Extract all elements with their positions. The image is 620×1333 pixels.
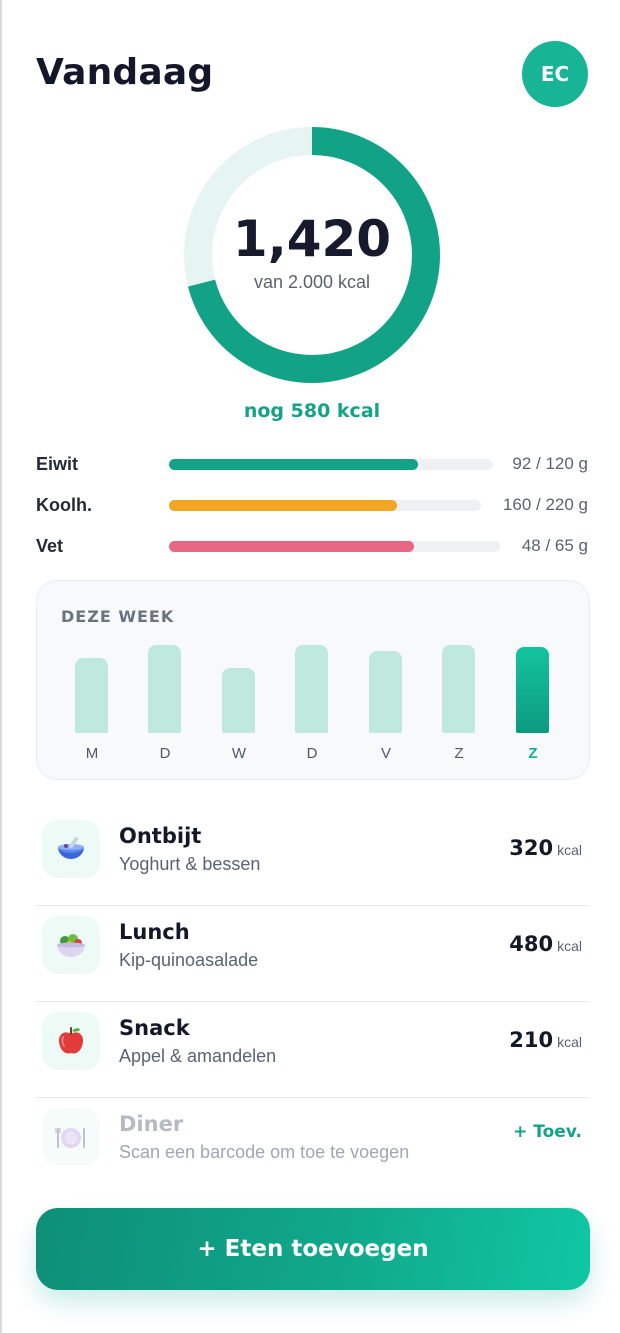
calories-goal: van 2.000 kcal [253,271,371,292]
week-bar-sun[interactable] [516,647,549,733]
meal-row-lunch[interactable]: Lunch Kip-quinoasalade 480 kcal [36,906,590,1002]
macro-row-fat: Vet 48 / 65 g [36,536,588,560]
avatar[interactable]: EC [522,41,588,107]
add-food-button[interactable]: + Eten toevoegen [36,1208,590,1290]
meal-kcal-unit: kcal [557,938,582,954]
week-day-label: D [159,745,171,762]
meal-kcal: 210 kcal [509,1028,582,1052]
macro-row-carbs: Koolh. 160 / 220 g [36,495,588,519]
macro-value: 160 / 220 g [502,495,588,514]
calorie-summary: 1,420 van 2.000 kcal [183,126,441,384]
plate-cutlery-icon [42,1108,100,1166]
meal-kcal: 480 kcal [509,932,582,956]
macro-fill [169,541,414,552]
macro-value: 48 / 65 g [521,536,588,555]
apple-icon [42,1012,100,1070]
add-dinner-button[interactable]: + Toev. [513,1122,582,1142]
meal-name: Snack [119,1016,190,1040]
macro-track [169,500,481,511]
meal-kcal-value: 210 [509,1028,554,1052]
week-day-label: Z [528,745,538,762]
week-bar-mon[interactable] [75,658,108,733]
week-title: DEZE WEEK [61,607,175,626]
header: Vandaag EC [36,41,588,114]
salad-bowl-icon [42,916,100,974]
yoghurt-bowl-icon [42,820,100,878]
macro-label: Vet [36,536,64,556]
meal-description: Yoghurt & bessen [119,854,261,874]
calorie-ring: 1,420 van 2.000 kcal [183,126,441,384]
meal-name: Ontbijt [119,824,202,848]
week-bar-tue[interactable] [148,645,181,733]
week-bar-thu[interactable] [295,645,328,733]
meal-name: Lunch [119,920,190,944]
macro-label: Koolh. [36,495,92,515]
calories-remaining: nog 580 kcal [243,400,381,422]
page-title: Vandaag [36,52,214,93]
meal-kcal-value: 320 [509,836,554,860]
week-bar-wed[interactable] [222,668,255,733]
week-bars [61,633,567,733]
meal-description: Kip-quinoasalade [119,950,259,970]
meal-row-breakfast[interactable]: Ontbijt Yoghurt & bessen 320 kcal [36,810,590,906]
meal-kcal: 320 kcal [509,836,582,860]
calories-consumed: 1,420 [232,209,392,268]
macro-fill [169,500,397,511]
week-day-label: D [306,745,318,762]
week-bar-fri[interactable] [369,651,402,733]
meal-description: Appel & amandelen [119,1046,277,1066]
macro-track [169,541,500,552]
week-bar-sat[interactable] [442,645,475,733]
week-day-label: W [231,745,247,762]
macro-fill [169,459,419,470]
meal-kcal-value: 480 [509,932,554,956]
week-day-label: Z [454,745,464,762]
week-day-label: M [85,745,99,762]
meal-row-snack[interactable]: Snack Appel & amandelen 210 kcal [36,1002,590,1098]
macro-label: Eiwit [36,454,79,474]
calorie-ring-chart [184,127,440,383]
meal-kcal-unit: kcal [557,1034,582,1050]
macro-value: 92 / 120 g [512,454,588,473]
meal-name: Diner [119,1112,184,1136]
week-day-label: V [380,745,391,762]
macro-track [169,459,493,470]
macro-row-protein: Eiwit 92 / 120 g [36,454,588,478]
meal-description: Scan een barcode om toe te voegen [119,1142,410,1162]
meal-kcal-unit: kcal [557,842,582,858]
week-card: DEZE WEEK M D W D V Z Z [36,580,590,780]
meal-row-dinner[interactable]: Diner Scan een barcode om toe te voegen … [36,1098,590,1194]
calorie-ring-progress [184,127,440,383]
